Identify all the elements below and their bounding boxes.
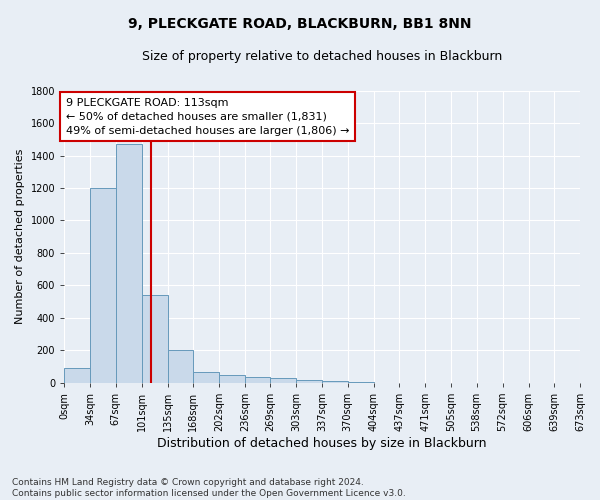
Bar (142, 295, 167, 383)
Bar (348, 382, 374, 383)
Y-axis label: Number of detached properties: Number of detached properties (15, 149, 25, 324)
X-axis label: Distribution of detached houses by size in Blackburn: Distribution of detached houses by size … (157, 437, 487, 450)
Bar (245, 377, 271, 383)
Bar (322, 382, 348, 383)
Bar (116, 144, 142, 383)
Text: 9, PLECKGATE ROAD, BLACKBURN, BB1 8NN: 9, PLECKGATE ROAD, BLACKBURN, BB1 8NN (128, 18, 472, 32)
Bar (64, 368, 90, 383)
Text: Contains HM Land Registry data © Crown copyright and database right 2024.
Contai: Contains HM Land Registry data © Crown c… (12, 478, 406, 498)
Bar (193, 372, 219, 383)
Bar (296, 380, 322, 383)
Bar (167, 350, 193, 383)
Text: 9 PLECKGATE ROAD: 113sqm
← 50% of detached houses are smaller (1,831)
49% of sem: 9 PLECKGATE ROAD: 113sqm ← 50% of detach… (66, 98, 349, 136)
Bar (271, 378, 296, 383)
Bar (219, 375, 245, 383)
Title: Size of property relative to detached houses in Blackburn: Size of property relative to detached ho… (142, 50, 502, 63)
Bar (90, 188, 116, 383)
